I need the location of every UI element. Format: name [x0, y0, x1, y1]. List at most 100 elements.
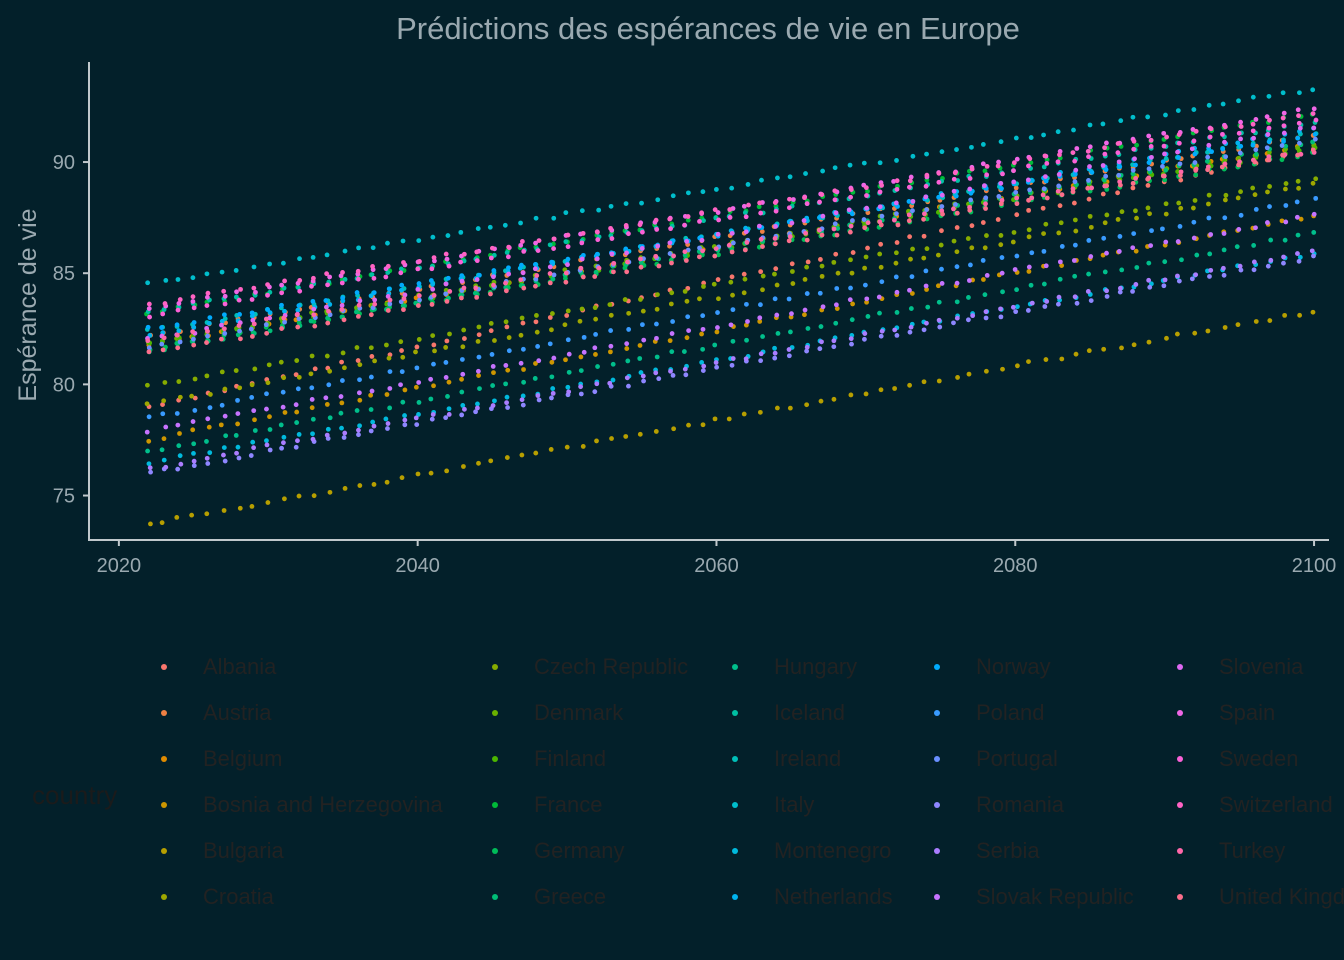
data-point — [832, 165, 838, 171]
data-point — [801, 218, 807, 223]
data-point — [293, 444, 299, 450]
data-point — [1104, 250, 1109, 256]
data-point — [474, 249, 480, 255]
data-point — [581, 349, 587, 355]
data-point — [372, 301, 378, 307]
data-point — [249, 310, 255, 316]
data-point — [848, 187, 854, 192]
data-point — [923, 183, 929, 189]
data-point — [1134, 142, 1140, 148]
data-point — [175, 307, 181, 313]
data-point — [414, 422, 420, 428]
data-point — [1206, 102, 1212, 108]
data-point — [729, 230, 735, 236]
data-point — [696, 254, 702, 260]
data-point — [712, 416, 718, 422]
data-point — [1026, 359, 1031, 365]
data-point — [1264, 145, 1270, 151]
data-point — [805, 259, 811, 265]
data-point — [730, 240, 736, 246]
data-point — [577, 318, 583, 324]
data-point — [312, 323, 318, 329]
data-point — [250, 334, 255, 339]
data-point — [1162, 277, 1168, 283]
data-point — [624, 346, 630, 351]
data-point — [1086, 348, 1092, 354]
data-point — [369, 354, 375, 359]
data-point — [578, 354, 584, 360]
data-point — [1086, 196, 1092, 202]
data-point — [474, 294, 480, 300]
data-point — [788, 329, 793, 335]
data-point — [653, 429, 659, 434]
data-point — [802, 312, 807, 318]
data-point — [264, 391, 269, 397]
data-point — [263, 322, 269, 328]
data-point — [340, 350, 346, 356]
data-point — [1234, 244, 1240, 250]
data-point — [1104, 294, 1110, 299]
data-point — [191, 458, 197, 464]
data-point — [969, 245, 975, 251]
data-point — [741, 203, 747, 209]
legend-item: Croatia — [161, 885, 274, 909]
data-point — [521, 379, 527, 385]
data-point — [849, 341, 854, 347]
data-point — [490, 383, 496, 388]
data-point — [565, 308, 571, 314]
data-point — [385, 240, 390, 246]
data-point — [924, 246, 930, 252]
data-point — [565, 232, 571, 238]
data-point — [981, 277, 986, 282]
data-point — [1130, 288, 1135, 294]
data-point — [234, 289, 239, 295]
legend-key — [732, 802, 738, 808]
data-point — [640, 229, 645, 235]
data-point — [355, 268, 361, 274]
data-point — [505, 405, 510, 410]
data-point — [699, 210, 704, 216]
data-point — [387, 405, 393, 411]
data-point — [549, 374, 555, 380]
data-point — [1118, 118, 1124, 124]
data-point — [1295, 135, 1301, 141]
data-point — [850, 218, 855, 223]
data-point — [1236, 98, 1241, 104]
data-point — [1193, 272, 1199, 278]
data-point — [535, 344, 541, 349]
data-point — [700, 248, 705, 254]
data-point — [357, 483, 363, 488]
data-point — [144, 401, 150, 407]
data-point — [264, 406, 269, 412]
data-point — [443, 415, 449, 421]
data-point — [906, 184, 912, 190]
data-point — [580, 252, 586, 258]
data-point — [1281, 254, 1286, 260]
data-point — [669, 331, 675, 336]
data-point — [686, 328, 692, 333]
data-point — [235, 421, 241, 427]
data-point — [163, 424, 169, 430]
data-point — [191, 320, 197, 325]
data-point — [308, 371, 314, 377]
data-point — [1028, 282, 1034, 288]
data-point — [563, 210, 569, 216]
data-point — [1146, 339, 1152, 345]
legend-label: Poland — [976, 700, 1045, 725]
data-point — [312, 366, 318, 372]
data-point — [847, 229, 853, 235]
data-point — [487, 224, 493, 230]
legend-item: Denmark — [492, 701, 623, 725]
data-point — [1252, 192, 1258, 198]
data-point — [907, 329, 913, 335]
data-point — [757, 200, 763, 206]
data-point — [595, 364, 600, 369]
data-point — [968, 262, 973, 268]
data-point — [342, 486, 348, 491]
data-point — [267, 414, 272, 420]
data-point — [1086, 154, 1091, 160]
data-point — [1014, 156, 1020, 162]
data-point — [518, 277, 524, 283]
data-point — [998, 180, 1004, 186]
data-point — [354, 408, 360, 413]
